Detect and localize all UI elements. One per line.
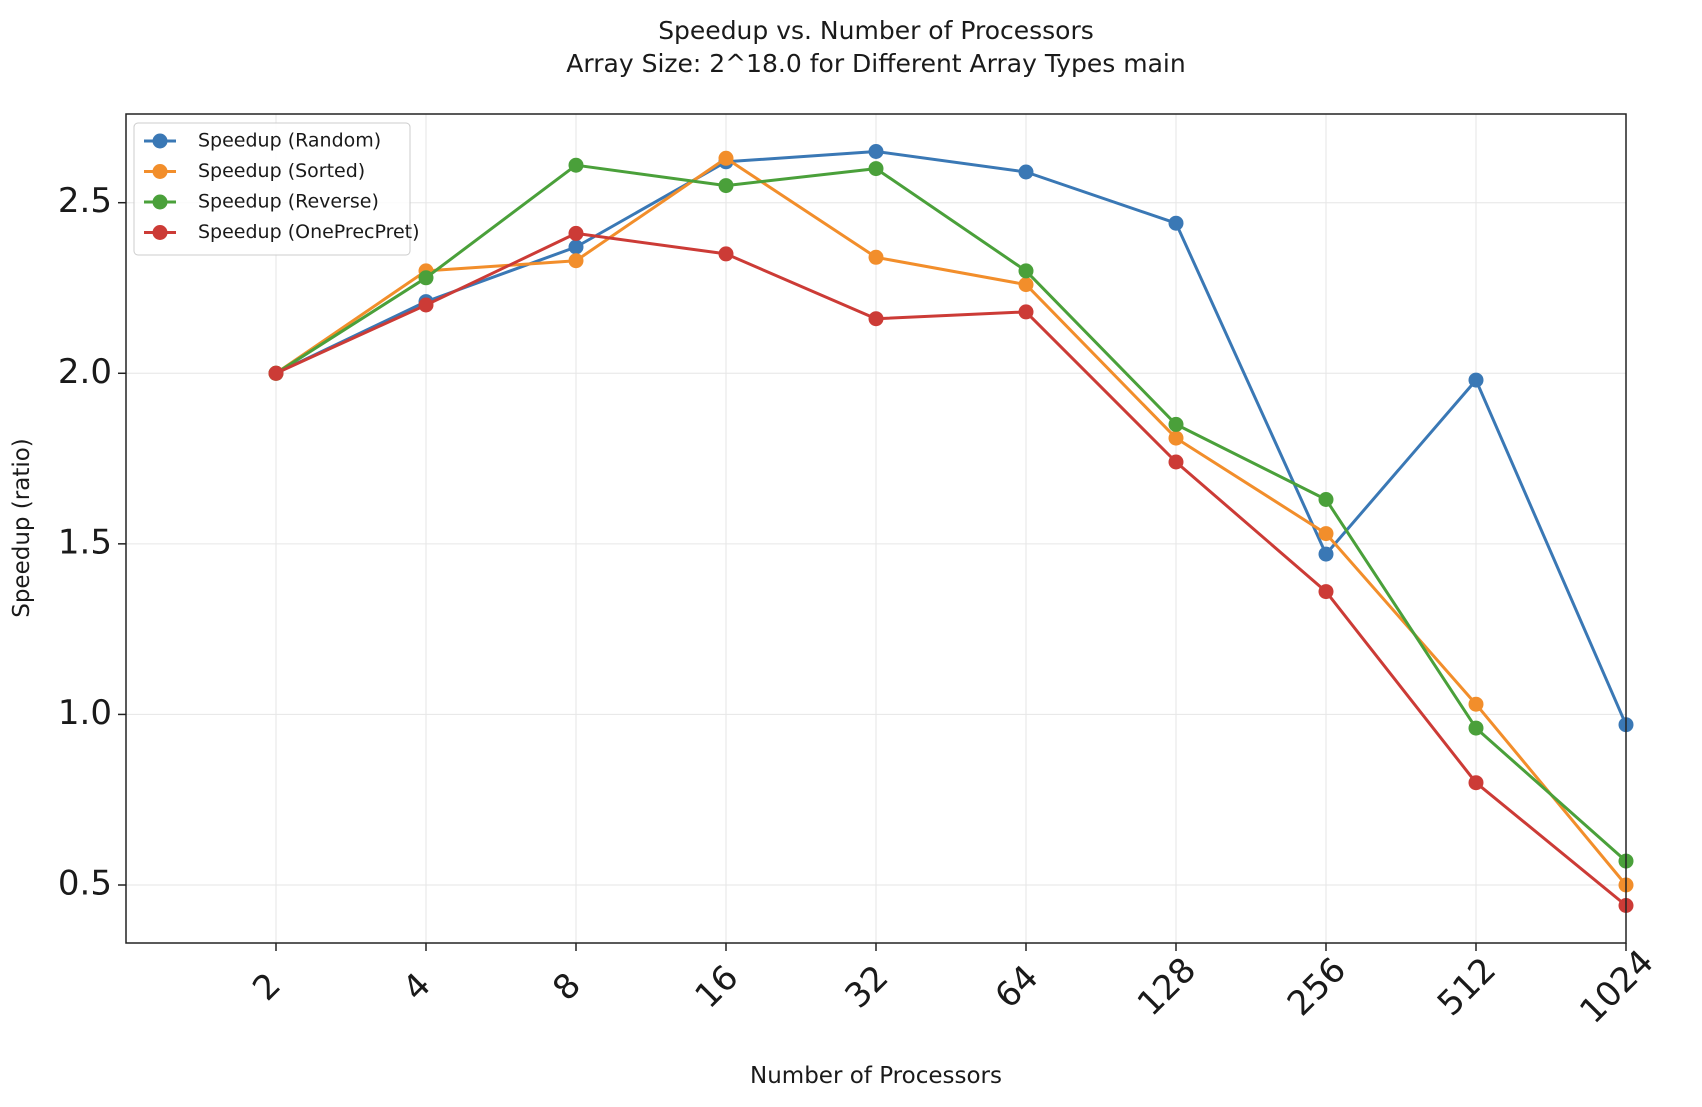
data-point — [1018, 304, 1034, 320]
x-axis-label: Number of Processors — [750, 1063, 1002, 1089]
legend-swatch-marker — [152, 225, 168, 240]
data-point — [1018, 277, 1034, 293]
data-point — [1468, 720, 1484, 736]
data-point — [1168, 416, 1184, 432]
legend-swatch-marker — [152, 194, 168, 210]
y-tick-label: 2.5 — [58, 181, 112, 221]
data-point — [418, 270, 434, 286]
data-point — [1468, 372, 1484, 388]
data-point — [418, 297, 434, 313]
legend-label: Speedup (OnePrecPret) — [198, 221, 420, 243]
data-point — [718, 246, 734, 262]
chart-subtitle: Array Size: 2^18.0 for Different Array T… — [566, 49, 1185, 78]
legend-label: Speedup (Sorted) — [198, 160, 365, 182]
legend-label: Speedup (Reverse) — [198, 191, 379, 213]
data-point — [268, 365, 284, 381]
data-point — [868, 249, 884, 265]
legend: Speedup (Random) Speedup (Sorted) Speedup … — [133, 122, 420, 256]
legend-item: Speedup (Sorted) — [144, 160, 365, 182]
data-point — [1018, 164, 1034, 180]
legend-box — [133, 122, 411, 256]
data-point — [1168, 215, 1184, 231]
data-point — [718, 178, 734, 194]
chart-title: Speedup vs. Number of Processors — [658, 16, 1094, 45]
data-point — [568, 239, 584, 255]
data-point — [1468, 696, 1484, 712]
y-tick-label: 0.5 — [58, 864, 112, 904]
y-tick-label: 1.5 — [58, 522, 112, 562]
y-axis-label: Speedup (ratio) — [9, 438, 35, 618]
data-point — [868, 144, 884, 159]
series-line — [275, 231, 1627, 907]
legend-item: Speedup (OnePrecPret) — [144, 221, 420, 243]
legend-item: Speedup (Reverse) — [144, 191, 379, 213]
data-point — [1168, 430, 1184, 446]
data-point — [568, 253, 584, 269]
data-point — [1018, 263, 1034, 279]
data-point — [718, 150, 734, 166]
data-point — [1468, 775, 1484, 791]
series-speedup-reverse — [268, 157, 1634, 869]
legend-label: Speedup (Random) — [198, 130, 381, 152]
data-point — [1318, 492, 1334, 507]
data-point — [868, 161, 884, 177]
data-point — [568, 225, 584, 241]
y-tick-label: 1.0 — [58, 693, 112, 733]
series-line — [275, 163, 1627, 863]
series-line — [275, 150, 1628, 726]
series-line — [275, 156, 1628, 886]
data-point — [1168, 454, 1184, 470]
series-speedup-oneprecpret — [268, 225, 1634, 913]
data-point — [568, 157, 584, 173]
data-point — [1318, 546, 1334, 562]
series-group — [268, 144, 1634, 913]
legend-item: Speedup (Random) — [144, 130, 381, 152]
data-point — [1318, 584, 1334, 600]
data-point — [868, 311, 884, 327]
data-point — [1318, 526, 1334, 542]
y-tick-label: 2.0 — [58, 352, 112, 392]
legend-swatch-marker — [152, 133, 168, 149]
legend-swatch-marker — [152, 164, 168, 179]
